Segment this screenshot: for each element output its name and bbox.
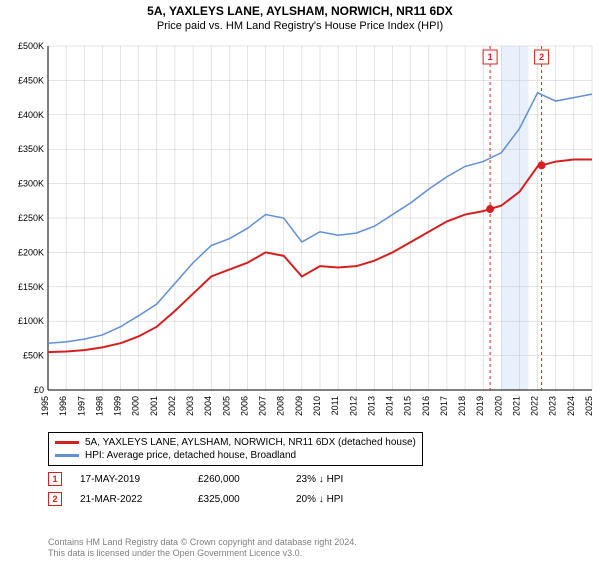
svg-text:2016: 2016 bbox=[421, 396, 431, 416]
marker-price: £325,000 bbox=[198, 494, 278, 505]
svg-text:2006: 2006 bbox=[239, 396, 249, 416]
marker-row-2: 2 21-MAR-2022 £325,000 20% ↓ HPI bbox=[48, 492, 592, 506]
svg-text:2022: 2022 bbox=[530, 396, 540, 416]
svg-text:£500K: £500K bbox=[18, 42, 44, 51]
svg-text:2015: 2015 bbox=[403, 396, 413, 416]
legend-block: 5A, YAXLEYS LANE, AYLSHAM, NORWICH, NR11… bbox=[48, 432, 592, 506]
legend-swatch-property bbox=[55, 441, 79, 444]
svg-text:2017: 2017 bbox=[439, 396, 449, 416]
legend-label: 5A, YAXLEYS LANE, AYLSHAM, NORWICH, NR11… bbox=[85, 437, 416, 448]
svg-text:2024: 2024 bbox=[566, 396, 576, 416]
svg-text:2020: 2020 bbox=[493, 396, 503, 416]
svg-text:2013: 2013 bbox=[366, 396, 376, 416]
footnote-line2: This data is licensed under the Open Gov… bbox=[48, 548, 302, 558]
svg-text:2010: 2010 bbox=[312, 396, 322, 416]
svg-text:1998: 1998 bbox=[94, 396, 104, 416]
svg-text:£250K: £250K bbox=[18, 213, 44, 223]
svg-text:2011: 2011 bbox=[330, 396, 340, 415]
svg-text:2014: 2014 bbox=[385, 396, 395, 416]
legend-row: HPI: Average price, detached house, Broa… bbox=[55, 449, 416, 462]
svg-text:2000: 2000 bbox=[131, 396, 141, 416]
marker-date: 21-MAR-2022 bbox=[80, 494, 180, 505]
chart-area: £0 £50K £100K £150K £200K £250K £300K £350K £400… bbox=[0, 42, 600, 422]
line-chart-svg: £0 £50K £100K £150K £200K £250K £300K £350K £400… bbox=[0, 42, 600, 422]
svg-text:1995: 1995 bbox=[40, 396, 50, 416]
svg-text:2005: 2005 bbox=[221, 396, 231, 416]
marker-delta: 20% ↓ HPI bbox=[296, 494, 343, 505]
svg-text:2021: 2021 bbox=[511, 396, 521, 416]
marker-delta: 23% ↓ HPI bbox=[296, 474, 343, 485]
svg-text:£50K: £50K bbox=[23, 351, 44, 361]
footnote: Contains HM Land Registry data © Crown c… bbox=[48, 537, 592, 560]
svg-text:1997: 1997 bbox=[76, 396, 86, 416]
svg-text:£0: £0 bbox=[34, 385, 44, 395]
svg-text:2004: 2004 bbox=[203, 396, 213, 416]
svg-text:£100K: £100K bbox=[18, 316, 44, 326]
svg-text:2023: 2023 bbox=[548, 396, 558, 416]
svg-text:2: 2 bbox=[539, 52, 544, 62]
marker-date: 17-MAY-2019 bbox=[80, 474, 180, 485]
svg-text:2003: 2003 bbox=[185, 396, 195, 416]
svg-text:£150K: £150K bbox=[18, 282, 44, 292]
svg-text:2012: 2012 bbox=[348, 396, 358, 416]
svg-text:2025: 2025 bbox=[584, 396, 594, 416]
marker-row-1: 1 17-MAY-2019 £260,000 23% ↓ HPI bbox=[48, 472, 592, 486]
legend-swatch-hpi bbox=[55, 454, 79, 457]
svg-text:£350K: £350K bbox=[18, 144, 44, 154]
svg-text:2009: 2009 bbox=[294, 396, 304, 416]
svg-text:£200K: £200K bbox=[18, 247, 44, 257]
svg-text:2019: 2019 bbox=[475, 396, 485, 416]
svg-text:1996: 1996 bbox=[58, 396, 68, 416]
svg-text:£300K: £300K bbox=[18, 179, 44, 189]
svg-text:2007: 2007 bbox=[258, 396, 268, 416]
marker-badge-1: 1 bbox=[48, 472, 62, 486]
legend-label: HPI: Average price, detached house, Broa… bbox=[85, 450, 296, 461]
chart-title: 5A, YAXLEYS LANE, AYLSHAM, NORWICH, NR11… bbox=[0, 4, 600, 18]
marker-badge-2: 2 bbox=[48, 492, 62, 506]
svg-text:£400K: £400K bbox=[18, 110, 44, 120]
svg-text:2001: 2001 bbox=[149, 396, 159, 416]
legend-row: 5A, YAXLEYS LANE, AYLSHAM, NORWICH, NR11… bbox=[55, 436, 416, 449]
marker-price: £260,000 bbox=[198, 474, 278, 485]
svg-text:1: 1 bbox=[488, 52, 493, 62]
chart-subtitle: Price paid vs. HM Land Registry's House … bbox=[0, 20, 600, 32]
footnote-line1: Contains HM Land Registry data © Crown c… bbox=[48, 537, 357, 547]
svg-text:2008: 2008 bbox=[276, 396, 286, 416]
svg-text:1999: 1999 bbox=[113, 396, 123, 416]
legend-box: 5A, YAXLEYS LANE, AYLSHAM, NORWICH, NR11… bbox=[48, 432, 423, 466]
svg-text:2002: 2002 bbox=[167, 396, 177, 416]
svg-text:2018: 2018 bbox=[457, 396, 467, 416]
svg-text:£450K: £450K bbox=[18, 75, 44, 85]
